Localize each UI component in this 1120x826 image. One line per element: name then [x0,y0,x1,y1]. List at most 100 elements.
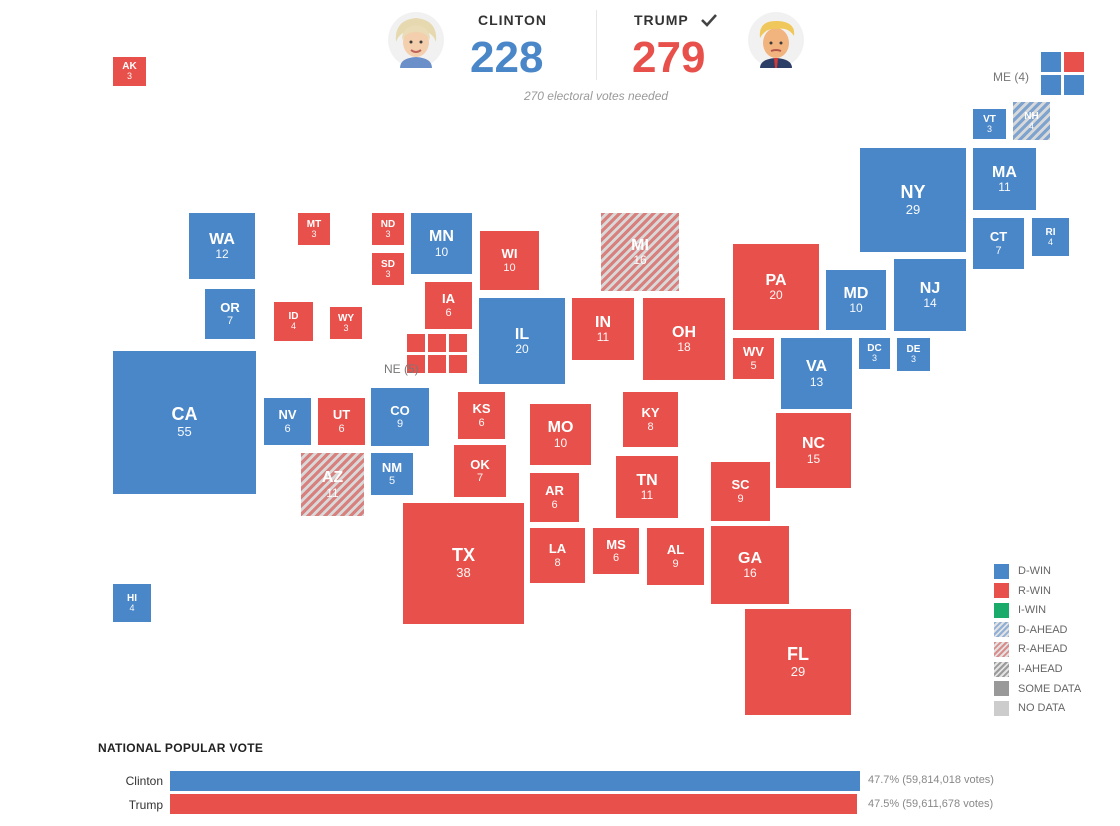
state-tile-ms[interactable]: MS 6 [593,528,639,574]
state-tile-al[interactable]: AL 9 [647,528,704,585]
state-tile-nh[interactable]: NH 4 [1013,102,1050,140]
state-tile-ar[interactable]: AR 6 [530,473,579,522]
state-abbr: UT [332,407,351,423]
district-cell-me[interactable] [1041,75,1061,95]
state-tile-ny[interactable]: NY 29 [860,148,966,252]
state-tile-ok[interactable]: OK 7 [454,445,506,497]
state-abbr: OK [470,456,490,472]
legend-label: I-AHEAD [1018,663,1063,675]
state-tile-nv[interactable]: NV 6 [264,398,311,445]
state-tile-oh[interactable]: OH 18 [643,298,725,380]
state-tile-in[interactable]: IN 11 [572,298,634,360]
state-electoral-votes: 6 [551,498,558,511]
state-electoral-votes: 16 [743,566,757,581]
state-electoral-votes: 10 [434,244,449,259]
state-tile-md[interactable]: MD 10 [826,270,886,330]
state-tile-tn[interactable]: TN 11 [616,456,678,518]
legend-item-r-ahead: R-AHEAD [994,641,1068,657]
state-tile-ri[interactable]: RI 4 [1032,218,1069,256]
state-abbr: SD [381,258,395,270]
state-tile-ks[interactable]: KS 6 [458,392,505,439]
state-tile-wi[interactable]: WI 10 [480,231,539,290]
state-tile-ky[interactable]: KY 8 [623,392,678,447]
state-tile-mn[interactable]: MN 10 [411,213,472,274]
district-cell-ne[interactable] [407,355,425,373]
district-cell-me[interactable] [1064,75,1084,95]
state-tile-ut[interactable]: UT 6 [318,398,365,445]
district-cell-me[interactable] [1064,52,1084,72]
state-electoral-votes: 6 [284,422,291,435]
district-cell-ne[interactable] [428,355,446,373]
trump-portrait-icon [748,12,804,68]
state-tile-dc[interactable]: DC 3 [859,338,890,369]
state-tile-ak[interactable]: AK 3 [113,57,146,86]
state-tile-mt[interactable]: MT 3 [298,213,330,245]
state-abbr: AK [122,61,137,73]
state-electoral-votes: 10 [553,435,568,450]
state-electoral-votes: 4 [290,321,296,332]
state-tile-ga[interactable]: GA 16 [711,526,789,604]
district-cell-ne[interactable] [407,334,425,352]
state-tile-sd[interactable]: SD 3 [372,253,404,285]
legend-item-i-ahead: I-AHEAD [994,661,1063,677]
district-cell-ne[interactable] [449,334,467,352]
state-abbr: NM [381,459,403,475]
state-electoral-votes: 3 [986,123,992,134]
state-abbr: IN [595,313,611,331]
state-tile-nd[interactable]: ND 3 [372,213,404,245]
state-tile-nj[interactable]: NJ 14 [894,259,966,331]
legend-label: I-WIN [1018,604,1047,617]
state-tile-sc[interactable]: SC 9 [711,462,770,521]
state-tile-il[interactable]: IL 20 [479,298,565,384]
state-tile-de[interactable]: DE 3 [897,338,930,371]
popular-vote-name-trump: Trump [128,798,163,812]
state-electoral-votes: 3 [871,353,877,364]
state-tile-or[interactable]: OR 7 [205,289,255,339]
district-cell-me[interactable] [1041,52,1061,72]
district-group-label-me: ME (4) [993,70,1029,84]
state-tile-la[interactable]: LA 8 [530,528,585,583]
state-tile-va[interactable]: VA 13 [781,338,852,409]
district-cell-ne[interactable] [428,334,446,352]
state-abbr: TN [636,471,658,489]
state-abbr: DC [867,343,882,355]
winner-check-icon [701,14,717,27]
state-tile-wy[interactable]: WY 3 [330,307,362,339]
popular-vote-track-clinton [170,771,860,791]
state-abbr: IA [442,291,455,307]
state-tile-ct[interactable]: CT 7 [973,218,1024,269]
legend-label: NO DATA [1018,702,1066,715]
state-electoral-votes: 10 [849,301,863,316]
state-tile-nc[interactable]: NC 15 [776,413,851,488]
legend-label: R-AHEAD [1018,643,1068,656]
trump-electoral-votes: 279 [632,33,706,82]
state-electoral-votes: 3 [385,228,391,239]
state-tile-mi[interactable]: MI 16 [601,213,679,291]
state-tile-pa[interactable]: PA 20 [733,244,819,330]
legend-swatch [994,641,1009,657]
district-cell-ne[interactable] [449,355,467,373]
popular-vote-title: NATIONAL POPULAR VOTE [98,741,264,755]
state-tile-vt[interactable]: VT 3 [973,109,1006,139]
popular-vote-track-trump [170,794,860,814]
legend-swatch [994,700,1009,716]
state-abbr: FL [787,643,809,664]
state-tile-id[interactable]: ID 4 [274,302,313,341]
state-tile-hi[interactable]: HI 4 [113,584,151,622]
state-tile-mo[interactable]: MO 10 [530,404,591,465]
state-abbr: CT [989,229,1008,245]
state-tile-ia[interactable]: IA 6 [425,282,472,329]
state-electoral-votes: 3 [311,228,317,239]
state-abbr: CA [171,404,198,425]
state-tile-nm[interactable]: NM 5 [371,453,413,495]
state-tile-ma[interactable]: MA 11 [973,148,1036,210]
state-tile-fl[interactable]: FL 29 [745,609,851,715]
state-tile-wa[interactable]: WA 12 [189,213,255,279]
state-electoral-votes: 8 [554,556,561,569]
state-abbr: MS [606,536,626,552]
state-tile-wv[interactable]: WV 5 [733,338,774,379]
state-tile-co[interactable]: CO 9 [371,388,429,446]
state-tile-ca[interactable]: CA 55 [113,351,256,494]
state-tile-az[interactable]: AZ 11 [301,453,364,516]
state-tile-tx[interactable]: TX 38 [403,503,524,624]
